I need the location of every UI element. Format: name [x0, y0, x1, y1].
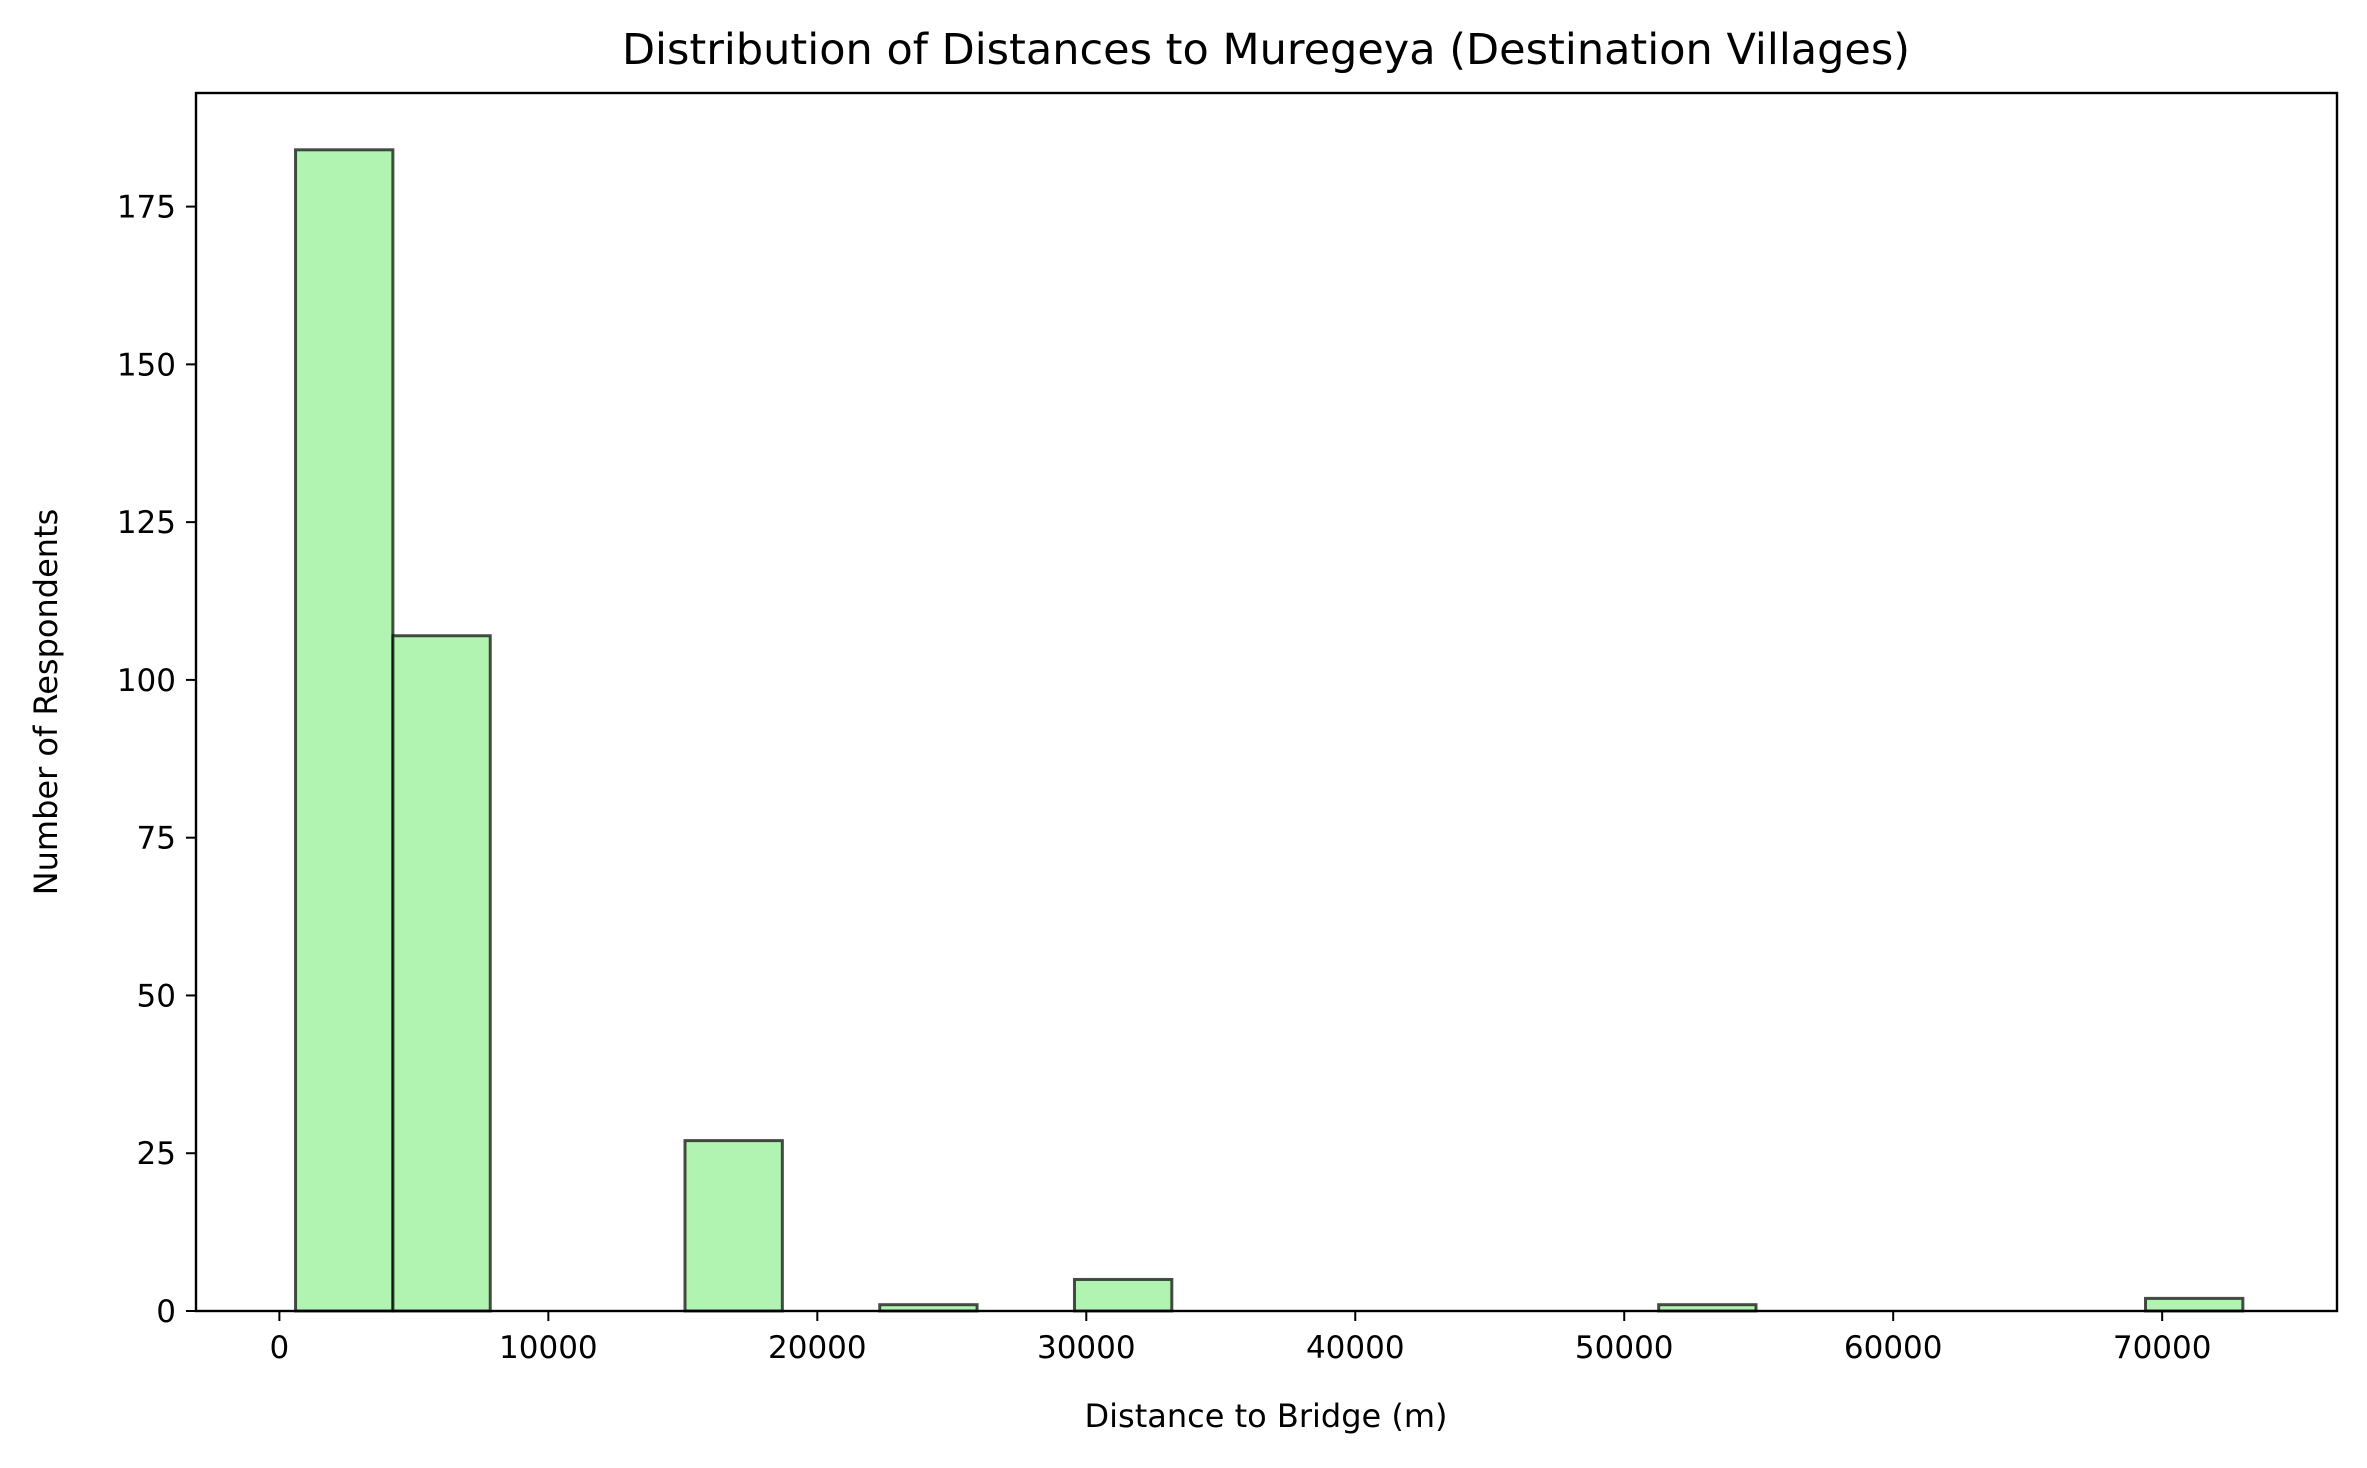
- y-tick-label: 125: [117, 505, 176, 541]
- x-tick-label: 20000: [768, 1330, 867, 1366]
- y-tick-label: 75: [137, 821, 176, 857]
- histogram-bar: [294, 148, 395, 1313]
- histogram-bar: [391, 634, 492, 1313]
- y-tick-label: 175: [117, 190, 176, 226]
- x-tick-label: 30000: [1037, 1330, 1136, 1366]
- y-tick-label: 50: [137, 978, 176, 1014]
- x-tick-label: 60000: [1844, 1330, 1943, 1366]
- bars-group: [294, 148, 2245, 1313]
- histogram-bar: [2143, 1296, 2245, 1313]
- y-tick-label: 0: [156, 1294, 176, 1330]
- axes-frame: [194, 91, 2339, 1313]
- x-tick-label: 10000: [499, 1330, 598, 1366]
- histogram-bar: [1072, 1277, 1174, 1313]
- y-tick-label: 25: [137, 1136, 176, 1172]
- y-axis-label: Number of Respondents: [27, 509, 65, 896]
- x-tick-label: 50000: [1575, 1330, 1674, 1366]
- x-tick-label: 40000: [1306, 1330, 1405, 1366]
- histogram-bar: [683, 1139, 784, 1313]
- x-tick-label: 0: [270, 1330, 290, 1366]
- y-tick-label: 100: [117, 663, 176, 699]
- y-tick-label: 150: [117, 347, 176, 383]
- x-axis-ticks: 0 10000 20000 30000 40000 50000 60000 70000: [270, 1311, 2212, 1366]
- y-axis-ticks: 0 25 50 75 100 125 150 175: [117, 190, 196, 1330]
- x-axis-label: Distance to Bridge (m): [1084, 1397, 1447, 1435]
- x-tick-label: 70000: [2113, 1330, 2212, 1366]
- chart-title: Distribution of Distances to Muregeya (D…: [622, 25, 1910, 75]
